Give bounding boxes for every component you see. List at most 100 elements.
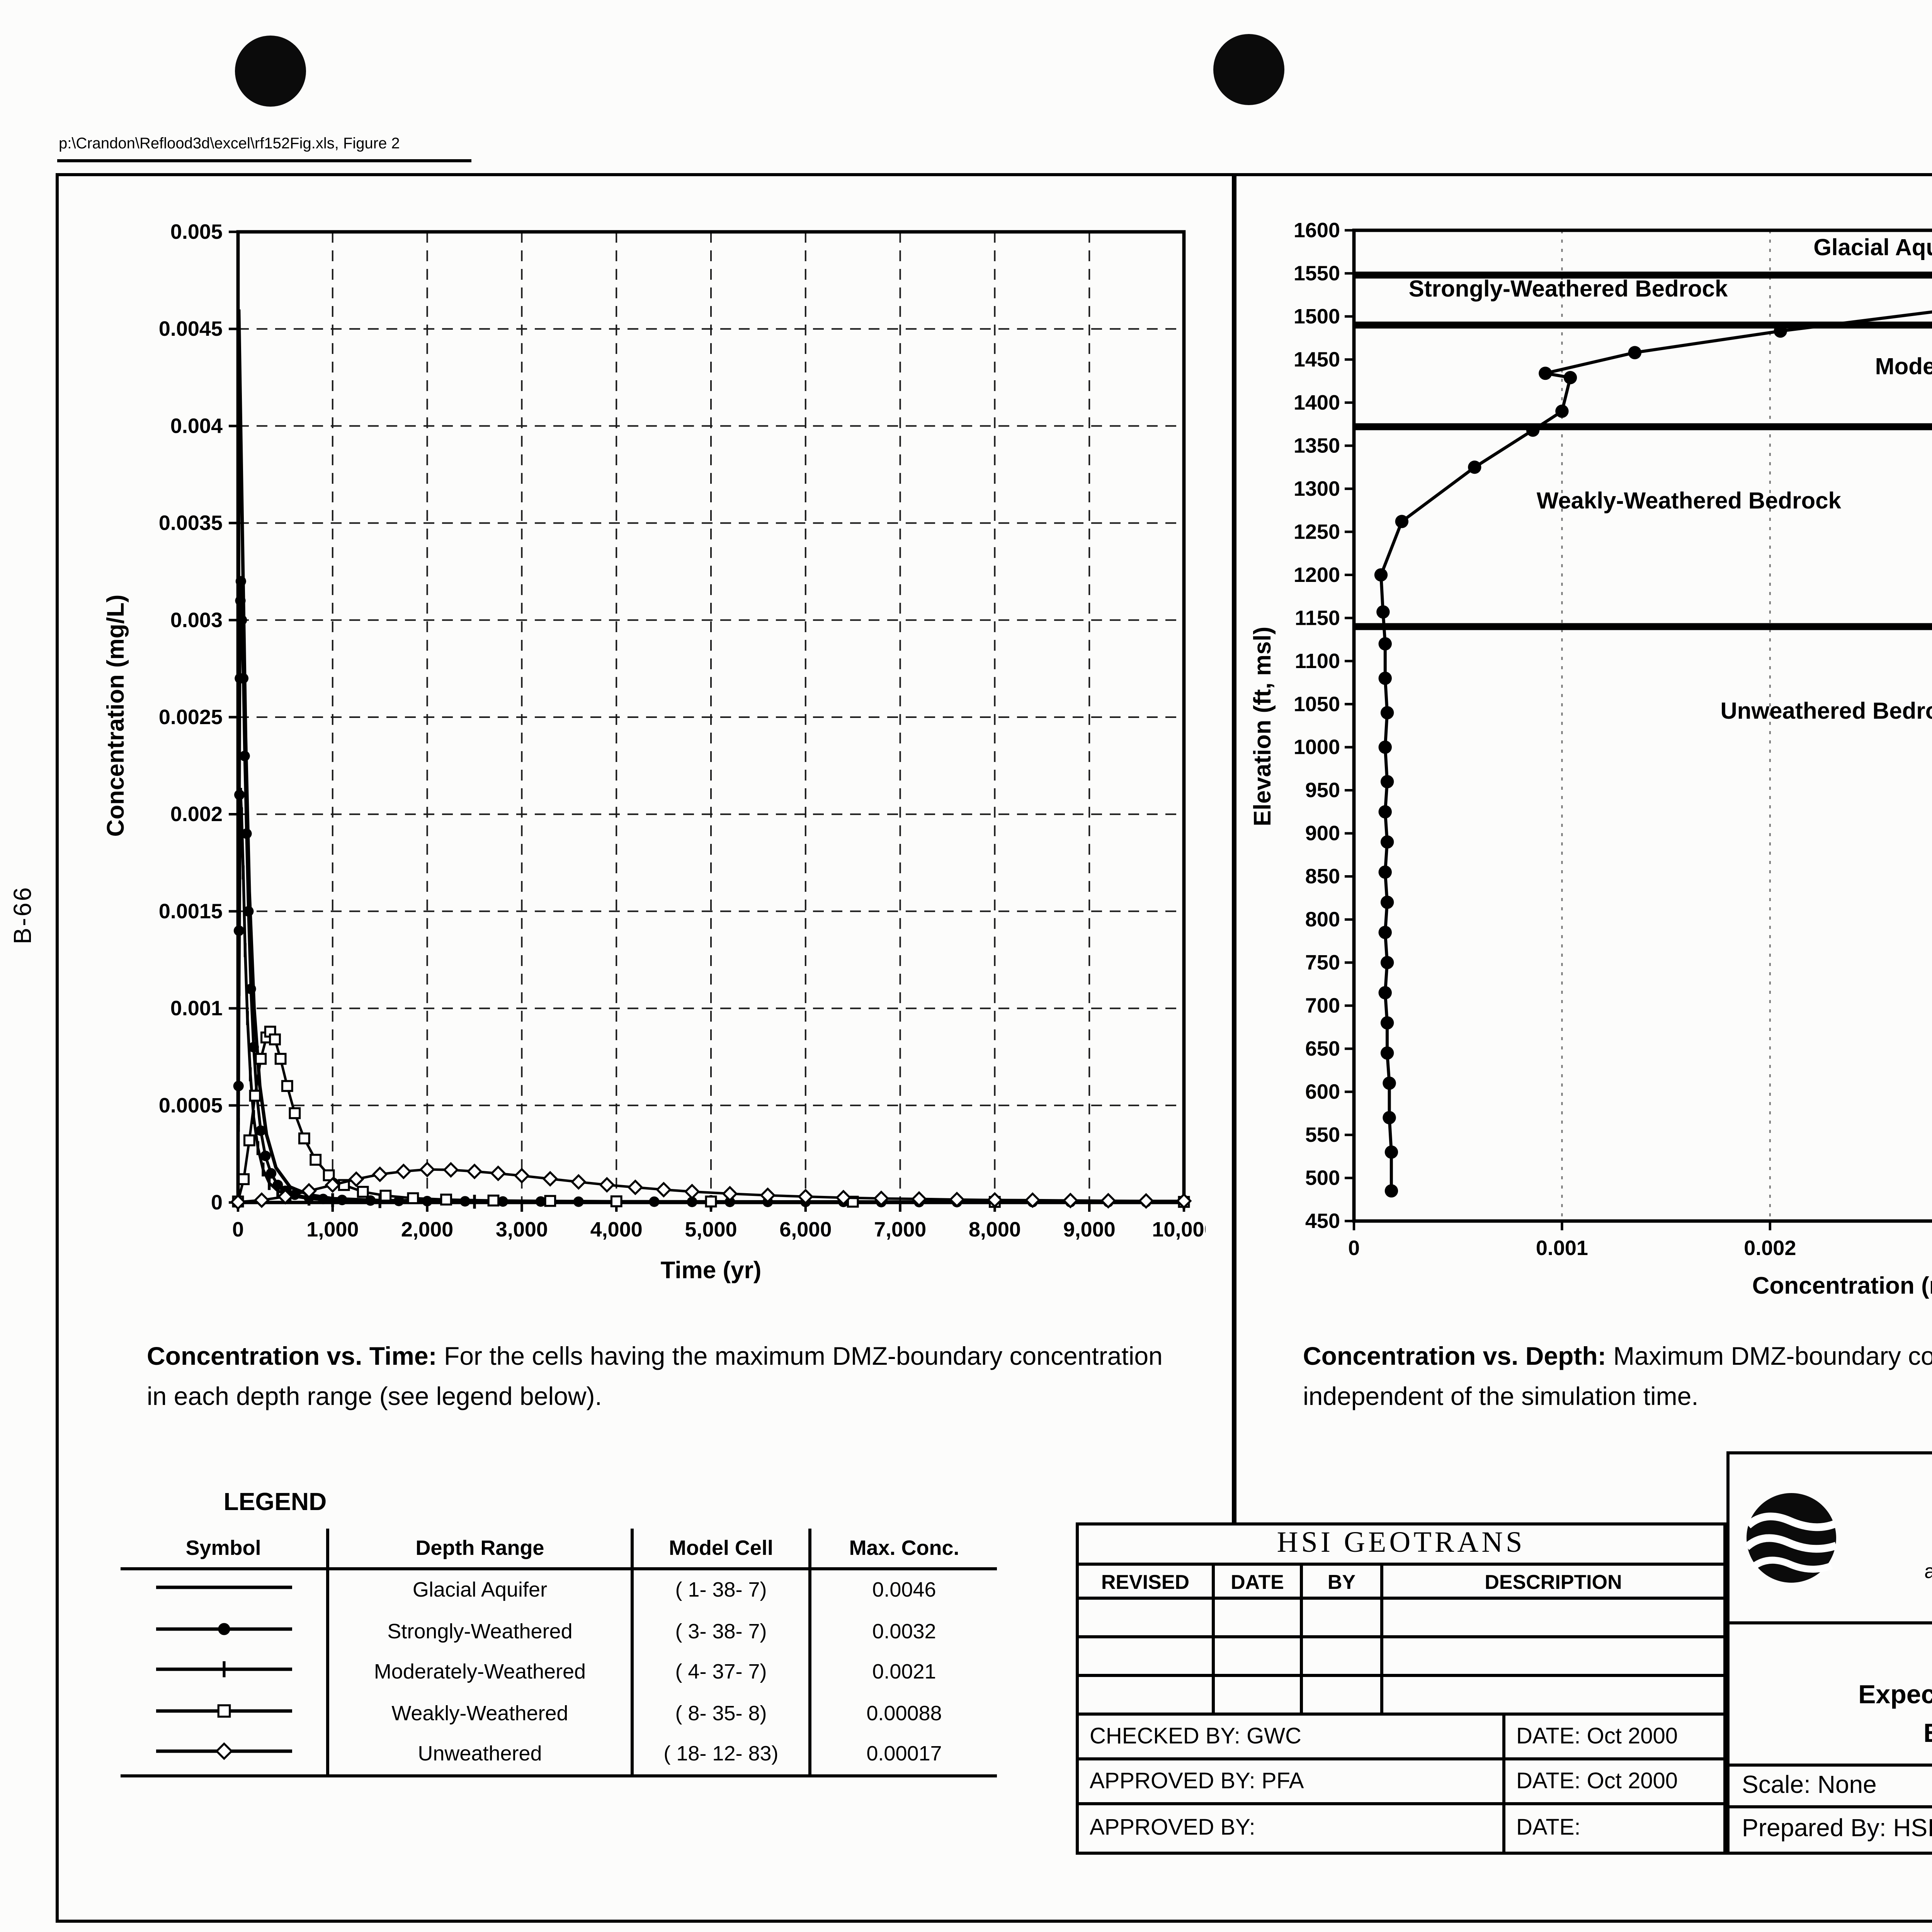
svg-text:0.0015: 0.0015 — [159, 900, 223, 923]
approved-by-1: APPROVED BY: PFA — [1079, 1760, 1505, 1802]
svg-text:Glacial Aquifer: Glacial Aquifer — [1813, 235, 1932, 260]
legend-row: Strongly-Weathered ( 3- 38- 7) 0.0032 — [121, 1611, 997, 1651]
svg-text:1300: 1300 — [1294, 477, 1340, 500]
legend-symbol-open-square — [146, 1698, 301, 1728]
figure-title-line-1: Expected-Case Concentration at the DMZ — [1858, 1679, 1932, 1709]
svg-text:0: 0 — [232, 1218, 244, 1241]
file-path-underline — [57, 159, 471, 162]
caption-right-body: Maximum DMZ-boundary concentration in ea… — [1303, 1343, 1932, 1411]
legend-header-depth-range: Depth Range — [329, 1529, 634, 1566]
svg-text:1200: 1200 — [1294, 563, 1340, 587]
svg-text:900: 900 — [1305, 822, 1340, 845]
svg-text:0.004: 0.004 — [170, 414, 223, 437]
svg-text:3,000: 3,000 — [496, 1218, 548, 1241]
svg-text:1000: 1000 — [1294, 736, 1340, 759]
svg-text:0: 0 — [211, 1191, 223, 1214]
legend-max-conc: 0.0032 — [872, 1619, 936, 1643]
figure-number: Figure 29 — [1730, 1635, 1932, 1675]
svg-text:1100: 1100 — [1295, 650, 1340, 673]
svg-text:500: 500 — [1305, 1167, 1340, 1190]
svg-text:0.002: 0.002 — [170, 803, 223, 826]
approved-by-row-1: APPROVED BY: PFA DATE: Oct 2000 — [1079, 1760, 1723, 1805]
panel-divider-line — [1232, 173, 1236, 1522]
approved-by-2: APPROVED BY: — [1079, 1805, 1505, 1852]
prepared-by-row: Prepared By: HSI GEOTRANS By: LMG — [1730, 1808, 1932, 1852]
legend-table: Symbol Depth Range Model Cell Max. Conc.… — [121, 1529, 997, 1777]
approved-date-1: DATE: Oct 2000 — [1516, 1769, 1678, 1794]
svg-text:Unweathered Bedrock: Unweathered Bedrock — [1720, 698, 1932, 724]
svg-text:1050: 1050 — [1294, 692, 1340, 716]
svg-text:0.001: 0.001 — [170, 997, 223, 1020]
prepared-by-value: Prepared By: HSI GEOTRANS — [1730, 1808, 1932, 1852]
company-name: HSI GEOTRANS — [1079, 1526, 1723, 1566]
legend: LEGEND Symbol Depth Range Model Cell Max… — [121, 1490, 997, 1777]
revision-empty-row — [1079, 1677, 1723, 1716]
punch-hole — [1213, 34, 1284, 105]
time-chart-y-axis-title: Concentration (mg/L) — [104, 594, 130, 837]
svg-text:1350: 1350 — [1294, 434, 1340, 457]
svg-text:Strongly-Weathered Bedrock: Strongly-Weathered Bedrock — [1409, 276, 1728, 302]
legend-model-cell: ( 3- 38- 7) — [634, 1611, 811, 1651]
svg-text:800: 800 — [1305, 908, 1340, 931]
svg-text:2,000: 2,000 — [401, 1218, 453, 1241]
svg-text:1450: 1450 — [1294, 348, 1340, 371]
concentration-vs-depth-chart: 00.0010.0020.0030.0040.00545050055060065… — [1294, 219, 1932, 1260]
revision-header-revised: REVISED — [1079, 1566, 1215, 1597]
svg-text:7,000: 7,000 — [874, 1218, 926, 1241]
svg-text:9,000: 9,000 — [1063, 1218, 1116, 1241]
legend-header-symbol: Symbol — [121, 1529, 329, 1566]
legend-depth-range: Strongly-Weathered — [329, 1611, 634, 1651]
svg-text:550: 550 — [1305, 1123, 1340, 1146]
revision-title-block: HSI GEOTRANS REVISED DATE BY DESCRIPTION… — [1076, 1522, 1726, 1855]
caption-left-lead: Concentration vs. Time: — [147, 1343, 437, 1371]
svg-text:1550: 1550 — [1294, 262, 1340, 285]
legend-symbol-open-diamond — [146, 1739, 301, 1769]
legend-symbol-filled-circle — [146, 1616, 301, 1646]
scale-date-row: Scale: None Date: October 2000 — [1730, 1767, 1932, 1808]
svg-text:0.001: 0.001 — [1536, 1236, 1588, 1260]
svg-text:0.0025: 0.0025 — [159, 706, 223, 729]
legend-row: Unweathered ( 18- 12- 83) 0.00017 — [121, 1733, 997, 1774]
svg-text:6,000: 6,000 — [779, 1218, 832, 1241]
svg-text:5,000: 5,000 — [685, 1218, 737, 1241]
svg-text:650: 650 — [1305, 1037, 1340, 1060]
svg-text:1,000: 1,000 — [306, 1218, 359, 1241]
revision-header-date: DATE — [1215, 1566, 1303, 1597]
legend-model-cell: ( 1- 38- 7) — [634, 1570, 811, 1611]
svg-text:4,000: 4,000 — [590, 1218, 643, 1241]
revision-empty-row — [1079, 1600, 1723, 1638]
svg-text:1400: 1400 — [1294, 391, 1340, 414]
svg-text:600: 600 — [1305, 1080, 1340, 1104]
file-path-text: p:\Crandon\Reflood3d\excel\rf152Fig.xls,… — [59, 136, 400, 153]
svg-text:850: 850 — [1305, 865, 1340, 888]
caption-right-lead: Concentration vs. Depth: — [1303, 1343, 1606, 1371]
legend-model-cell: ( 8- 35- 8) — [634, 1692, 811, 1733]
legend-max-conc: 0.00017 — [866, 1742, 942, 1765]
caption-concentration-vs-depth: Concentration vs. Depth: Maximum DMZ-bou… — [1303, 1338, 1932, 1418]
checked-date: DATE: Oct 2000 — [1516, 1724, 1678, 1749]
sheet-border-frame — [56, 173, 1932, 1923]
svg-text:700: 700 — [1305, 994, 1340, 1017]
checked-by-row: CHECKED BY: GWC DATE: Oct 2000 — [1079, 1716, 1723, 1760]
legend-max-conc: 0.0021 — [872, 1660, 936, 1684]
svg-text:1500: 1500 — [1294, 305, 1340, 328]
depth-chart-x-axis-title: Concentration (mg/L) — [1752, 1274, 1932, 1300]
revision-empty-row — [1079, 1638, 1723, 1677]
legend-title: LEGEND — [223, 1490, 327, 1516]
svg-text:0.005: 0.005 — [170, 220, 223, 243]
time-chart-x-axis-title: Time (yr) — [660, 1258, 762, 1284]
svg-text:950: 950 — [1305, 779, 1340, 802]
legend-depth-range: Glacial Aquifer — [329, 1570, 634, 1611]
svg-text:0.0045: 0.0045 — [159, 317, 223, 340]
legend-depth-range: Unweathered — [329, 1733, 634, 1774]
depth-chart-y-axis-title: Elevation (ft, msl) — [1250, 626, 1277, 827]
svg-text:450: 450 — [1305, 1209, 1340, 1233]
concentration-vs-time-chart: 0 1,000 2,000 3,000 4,000 5,000 6,000 7,000 8,00… — [159, 220, 1206, 1241]
brand-name: Nicolet Minerals — [1878, 1479, 1932, 1546]
scale-value: Scale: None — [1730, 1767, 1932, 1805]
legend-max-conc: 0.0046 — [872, 1578, 936, 1602]
punch-hole — [235, 36, 306, 107]
legend-row: Glacial Aquifer ( 1- 38- 7) 0.0046 — [121, 1570, 997, 1611]
